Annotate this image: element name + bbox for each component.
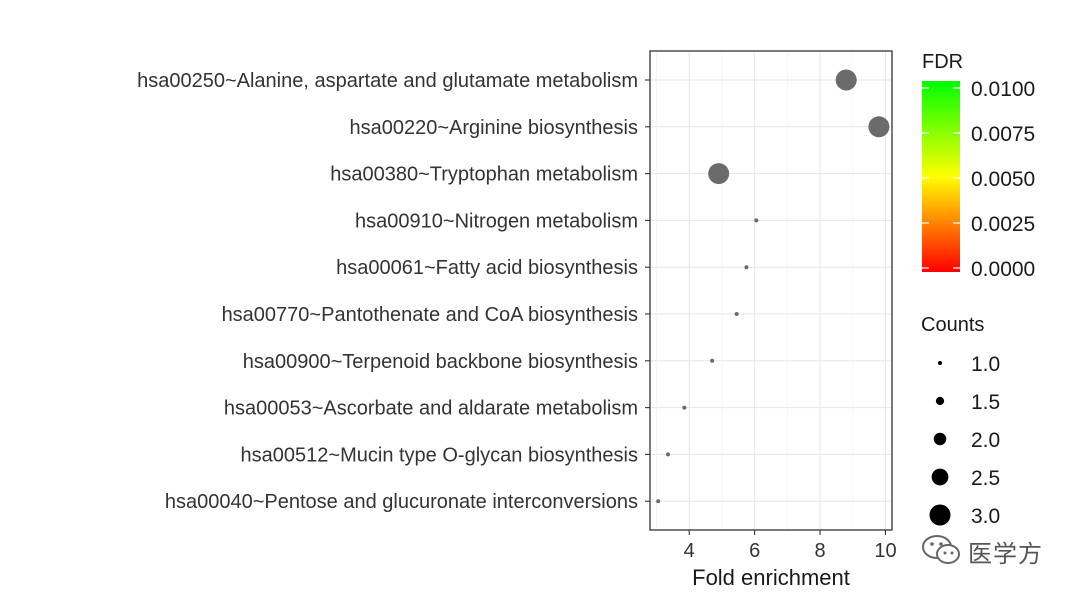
category-label: hsa00910~Nitrogen metabolism [355,210,638,232]
data-point [710,358,715,363]
y-axis-ticks [645,79,650,502]
data-point [734,312,739,316]
fdr-tick-label: 0.0075 [971,123,1035,146]
watermark: 医学方 [920,532,1060,568]
fdr-legend-title: FDR [922,51,963,73]
data-point [754,218,759,223]
counts-key-dot [931,468,949,486]
x-axis-title: Fold enrichment [692,565,850,590]
data-point [868,116,890,138]
watermark-text: 医学方 [968,540,1043,568]
category-label: hsa00061~Fatty acid biosynthesis [336,257,638,279]
data-point [656,499,661,504]
category-label: hsa00770~Pantothenate and CoA biosynthes… [222,304,638,326]
counts-key-dot [929,504,951,526]
data-point [682,405,687,410]
category-label: hsa00250~Alanine, aspartate and glutamat… [137,70,638,92]
plot-border [649,50,893,531]
data-point [835,69,857,91]
counts-legend: Counts 1.0 1.5 2.0 2.5 3.0 [921,314,1000,528]
counts-key-label: 2.5 [971,467,1000,490]
plot-panel [650,51,892,530]
data-points [656,69,890,504]
x-tick-label: 4 [684,540,695,562]
counts-legend-title: Counts [921,314,984,336]
category-label: hsa00220~Arginine biosynthesis [349,117,638,139]
grid-lines [650,51,892,530]
category-label: hsa00900~Terpenoid backbone biosynthesis [243,351,638,373]
data-point [665,452,670,457]
fdr-tick-label: 0.0000 [971,258,1035,281]
fdr-legend: FDR 0.0100 0.0075 0.0050 0.0025 0.0000 [922,51,1035,281]
category-label: hsa00512~Mucin type O-glycan biosynthesi… [241,444,638,466]
data-point [708,163,730,185]
counts-key-label: 1.0 [971,353,1000,376]
wechat-icon [922,535,960,564]
category-label: hsa00380~Tryptophan metabolism [330,164,638,186]
fdr-tick-label: 0.0050 [971,168,1035,191]
counts-key-dot [938,361,942,365]
counts-key-label: 2.0 [971,429,1000,452]
counts-legend-keys: 1.0 1.5 2.0 2.5 3.0 [929,353,1000,528]
x-tick-label: 8 [814,540,825,562]
data-point [744,265,749,270]
fdr-tick-label: 0.0100 [971,78,1035,101]
x-tick-label: 6 [749,540,760,562]
fdr-tick-label: 0.0025 [971,213,1035,236]
counts-key-label: 1.5 [971,391,1000,414]
category-label: hsa00040~Pentose and glucuronate interco… [165,491,638,513]
fdr-legend-ticks: 0.0100 0.0075 0.0050 0.0025 0.0000 [922,78,1035,281]
counts-key-dot [935,396,945,406]
x-tick-label: 10 [874,540,896,562]
counts-key-label: 3.0 [971,505,1000,528]
fdr-colorbar [922,81,960,272]
counts-key-dot [933,432,947,446]
category-labels: hsa00250~Alanine, aspartate and glutamat… [137,70,638,513]
x-axis-ticks: 4 6 8 10 [684,530,897,562]
category-label: hsa00053~Ascorbate and aldarate metaboli… [224,398,638,420]
